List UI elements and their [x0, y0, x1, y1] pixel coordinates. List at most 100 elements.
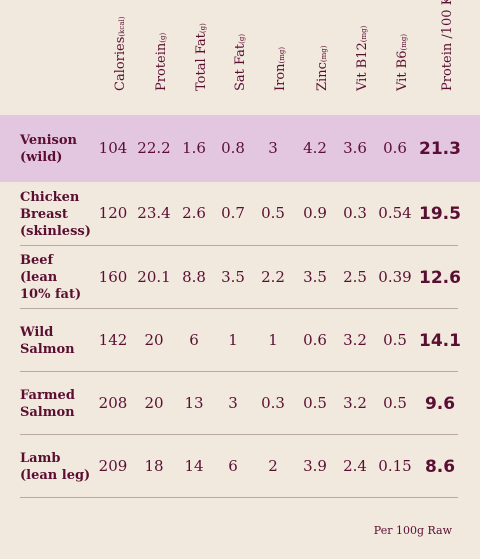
column-header-label: Total Fat(g): [194, 23, 209, 91]
cell-value: 3.5: [303, 267, 327, 286]
row-label: Farmed Salmon: [20, 387, 75, 421]
column-header-text: Vit B6: [395, 50, 410, 92]
column-header-unit: (g): [238, 33, 246, 44]
column-header-unit: (mg): [278, 46, 286, 64]
protein-per-100kcal-value: 12.6: [419, 267, 461, 288]
row-label-line: (skinless): [20, 223, 91, 239]
cell-value: 2: [268, 456, 278, 475]
cell-value: 2.2: [261, 267, 285, 286]
row-label: Venison (wild): [20, 132, 77, 166]
cell-value: 2.6: [182, 204, 206, 222]
table-row: Wild Salmon 142 20 6 1 1 0.6 3.2 0.5 14.1: [0, 309, 480, 372]
cell-value: 3: [268, 138, 278, 157]
cell-value: 1.6: [182, 138, 206, 157]
row-label: Wild Salmon: [20, 324, 75, 358]
column-header: Protein /100 KCAL(g): [422, 0, 458, 108]
cell-value: 14: [184, 456, 204, 475]
row-label-line: (lean leg): [20, 467, 91, 483]
table-row: Lamb (lean leg) 209 18 14 6 2 3.9 2.4 0.15 8.6: [0, 435, 480, 498]
cell-value: 20.1: [137, 267, 171, 286]
table-row: Beef (lean 10% fat) 160 20.1 8.8 3.5 2.2 3.5 2.5 0…: [0, 246, 480, 309]
cell-value: 1: [268, 330, 278, 349]
cell-value: 3.5: [221, 267, 245, 286]
cell-value: 13: [184, 393, 204, 412]
column-header-text: Protein /100 KCAL: [440, 0, 455, 91]
highlight-band: [0, 115, 480, 182]
row-divider: [20, 434, 458, 435]
cell-value: 0.9: [303, 204, 327, 222]
cell-value: 0.6: [303, 330, 327, 349]
table-row: Farmed Salmon 208 20 13 3 0.3 0.5 3.2 0.5 9.6: [0, 372, 480, 435]
protein-per-100kcal-value: 8.6: [424, 456, 456, 477]
column-header-text: Calories: [113, 36, 128, 91]
cell-value: 3.2: [343, 393, 367, 412]
column-header-text: Protein: [154, 42, 169, 91]
column-header-unit: (g): [159, 32, 167, 43]
protein-per-100kcal-value: 14.1: [419, 330, 461, 351]
column-header-label: Vit B12(mg): [355, 26, 370, 91]
cell-value: 6: [189, 330, 199, 349]
cell-value: 0.7: [221, 204, 245, 222]
cell-value: 104: [98, 138, 128, 157]
column-header-label: Sat Fat(g): [233, 34, 248, 91]
cell-value: 2.5: [343, 267, 367, 286]
cell-value: 8.8: [182, 267, 206, 286]
column-header-label: Iron(mg): [273, 47, 288, 91]
row-label: Chicken Breast (skinless): [20, 189, 91, 240]
column-header-unit: (mg): [400, 33, 408, 51]
cell-value: 0.54: [378, 204, 412, 222]
cell-value: 0.3: [343, 204, 367, 222]
column-header-text: Total Fat: [194, 33, 209, 91]
cell-value: 18: [144, 456, 164, 475]
cell-value: 3.6: [343, 138, 367, 157]
row-label-line: Venison: [20, 132, 77, 148]
column-header-label: Protein /100 KCAL(g): [440, 0, 455, 91]
column-header-unit: (mg): [320, 45, 328, 63]
cell-value: 0.3: [261, 393, 285, 412]
cell-value: 0.15: [378, 456, 412, 475]
column-header-unit: (g): [199, 23, 207, 34]
column-header: Vit B12(mg): [337, 0, 373, 108]
cell-value: 120: [98, 204, 128, 222]
cell-value: 20: [144, 330, 164, 349]
column-header: Protein(g): [136, 0, 172, 108]
column-header-label: Vit B6(mg): [395, 34, 410, 91]
table-row: Venison (wild) 104 22.2 1.6 0.8 3 4.2 3.6 0.6 21.3: [0, 115, 480, 182]
cell-value: 2.4: [343, 456, 367, 475]
column-header-label: Protein(g): [154, 33, 169, 91]
column-header-text: Sat Fat: [233, 43, 248, 91]
cell-value: 208: [98, 393, 128, 412]
row-label-line: (wild): [20, 149, 63, 165]
column-header-unit: (kcal): [118, 16, 126, 37]
column-header-label: Zinc(mg): [315, 46, 330, 91]
column-header-unit: (mg): [360, 25, 368, 43]
cell-value: 3.2: [343, 330, 367, 349]
cell-value: 1: [228, 330, 238, 349]
column-header: Vit B6(mg): [377, 0, 413, 108]
row-label-line: Farmed: [20, 387, 75, 403]
cell-value: 0.6: [383, 138, 407, 157]
cell-value: 0.5: [383, 393, 407, 412]
footnote: Per 100g Raw: [373, 524, 452, 537]
column-header: Iron(mg): [255, 0, 291, 108]
row-label-line: Salmon: [20, 341, 75, 357]
column-header-text: Zinc: [315, 62, 330, 91]
cell-value: 6: [228, 456, 238, 475]
cell-value: 0.8: [221, 138, 245, 157]
cell-value: 3.9: [303, 456, 327, 475]
protein-per-100kcal-value: 21.3: [419, 138, 461, 159]
row-divider: [20, 497, 458, 498]
cell-value: 0.5: [303, 393, 327, 412]
table-row: Chicken Breast (skinless) 120 23.4 2.6 0.7 0.5 0…: [0, 182, 480, 246]
protein-per-100kcal-value: 19.5: [419, 204, 461, 224]
row-label-line: (lean: [20, 270, 58, 285]
protein-per-100kcal-value: 9.6: [424, 393, 456, 414]
cell-value: 0.5: [383, 330, 407, 349]
row-label-line: Chicken: [20, 189, 80, 205]
column-header-text: Vit B12: [355, 42, 370, 91]
column-header: Total Fat(g): [176, 0, 212, 108]
cell-value: 20: [144, 393, 164, 412]
cell-value: 160: [98, 267, 128, 286]
column-header: Zinc(mg): [297, 0, 333, 108]
cell-value: 142: [98, 330, 128, 349]
